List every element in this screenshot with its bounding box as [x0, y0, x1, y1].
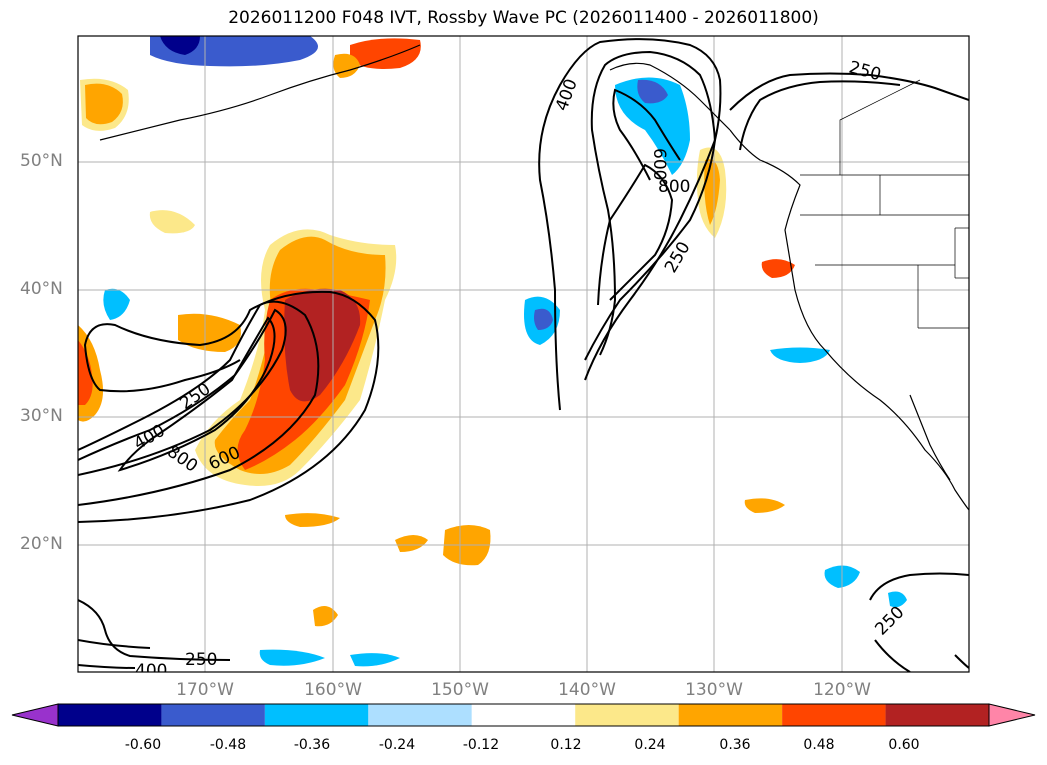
coastlines — [99, 44, 969, 511]
colorbar-extend-min — [11, 703, 59, 727]
contour-label-bottom-left-250: 250 — [185, 650, 217, 670]
lat-label-40n: 40°N — [20, 279, 63, 299]
lon-label-160w: 160°W — [304, 680, 362, 700]
colorbar-tick-label: 0.24 — [634, 737, 666, 753]
colorbar-extend-max — [988, 703, 1036, 727]
colorbar-tick-label: -0.12 — [462, 737, 500, 753]
colorbar-tick-label: 0.12 — [550, 737, 582, 753]
lon-label-150w: 150°W — [431, 680, 489, 700]
colorbar-segment — [161, 704, 265, 726]
colorbar-segment — [264, 704, 369, 726]
colorbar-segment — [58, 704, 162, 726]
colorbar-frame — [57, 703, 990, 727]
colorbar-segment — [782, 704, 886, 726]
colorbar-tick-label: -0.24 — [378, 737, 416, 753]
map-title: 2026011200 F048 IVT, Rossby Wave PC (202… — [228, 8, 819, 28]
lon-label-170w: 170°W — [176, 680, 234, 700]
contour-label-north-600: 600 — [649, 148, 669, 180]
lat-label-50n: 50°N — [20, 151, 63, 171]
colorbar-tick-label: 0.36 — [719, 737, 751, 753]
lon-label-130w: 130°W — [685, 680, 743, 700]
colorbar-segment — [471, 704, 576, 726]
colorbar-tick-label: -0.48 — [209, 737, 247, 753]
colorbar-tick-label: 0.60 — [888, 737, 920, 753]
colorbar-segment — [368, 704, 472, 726]
lat-label-30n: 30°N — [20, 406, 63, 426]
lon-label-140w: 140°W — [558, 680, 616, 700]
map-plot-area: 250 400 800 600 400 600 800 250 250 250 … — [78, 36, 969, 681]
borders — [800, 79, 969, 329]
contour-label-bottom-left-400: 400 — [135, 661, 167, 681]
lon-label-120w: 120°W — [813, 680, 871, 700]
colorbar-tick-label: -0.60 — [124, 737, 162, 753]
colorbar-tick-label: 0.48 — [803, 737, 835, 753]
colorbar-tick-label: -0.36 — [293, 737, 331, 753]
colorbar-segment — [575, 704, 679, 726]
colorbar-segment — [678, 704, 783, 726]
colorbar-segment — [885, 704, 989, 726]
lat-label-20n: 20°N — [20, 534, 63, 554]
colorbar — [11, 703, 1036, 727]
map-frame — [77, 35, 970, 673]
rossby-wave-contours — [78, 38, 969, 672]
contour-label-north-800: 800 — [658, 177, 690, 197]
